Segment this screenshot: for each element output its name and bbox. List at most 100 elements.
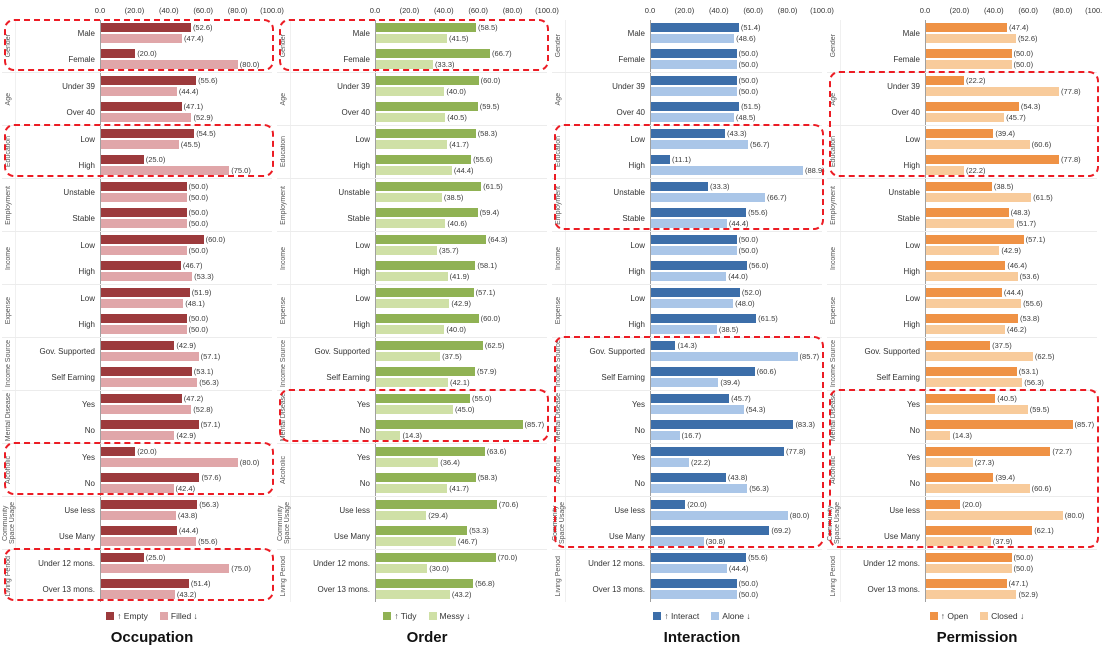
bar-pair: (51.4) (43.2) bbox=[100, 576, 272, 602]
category-label: No bbox=[84, 425, 95, 435]
group-label: Age bbox=[555, 92, 562, 106]
group-label-cell: Income bbox=[277, 232, 291, 284]
bar-primary bbox=[101, 553, 144, 562]
bar-secondary bbox=[101, 484, 174, 493]
value-label: (52.0) bbox=[741, 287, 762, 297]
category-label: Under 39 bbox=[887, 81, 920, 91]
bar-primary bbox=[926, 473, 994, 482]
category-label: No bbox=[359, 478, 370, 488]
axis-tick: (60.0) bbox=[193, 6, 213, 15]
bar-line-primary: (63.6) bbox=[376, 447, 547, 456]
bar-line-secondary: (37.9) bbox=[926, 537, 1097, 546]
group-label: Mental Disease bbox=[5, 392, 12, 442]
bar-secondary bbox=[376, 193, 442, 202]
bar-secondary bbox=[376, 246, 438, 255]
bar-line-primary: (55.6) bbox=[651, 553, 822, 562]
group-rows: Yes (20.0) (80.0) No (57.6) (42.4) bbox=[16, 444, 272, 496]
bar-pair: (20.0) (80.0) bbox=[100, 46, 272, 72]
category-group: Income Source Gov. Supported (37.5) (62.5) S… bbox=[827, 337, 1097, 390]
bar-secondary bbox=[926, 272, 1018, 281]
panel-title: Interaction bbox=[663, 629, 741, 646]
bar-primary bbox=[376, 23, 477, 32]
axis-tick: (20.0) bbox=[949, 6, 970, 15]
value-label: (83.3) bbox=[795, 419, 816, 429]
bar-pair: (20.0) (80.0) bbox=[650, 497, 822, 523]
bar-primary bbox=[926, 367, 1017, 376]
value-label: (53.3) bbox=[469, 525, 489, 535]
group-rows: Use less (56.3) (43.8) Use Many (44.4) (55.6) bbox=[16, 497, 272, 549]
category-label: Under 12 mons. bbox=[863, 558, 920, 568]
bar-line-secondary: (55.6) bbox=[101, 537, 272, 546]
group-rows: Under 12 mons. (25.0) (75.0) Over 13 mons. (… bbox=[16, 550, 272, 602]
value-label: (50.0) bbox=[188, 181, 209, 191]
group-label: Income bbox=[280, 246, 287, 270]
plot-area: Gender Male (51.4) (48.6) Female (50.0) (50.0)… bbox=[552, 20, 825, 602]
category-group: Education Low (39.4) (60.6) High (77.8) (22.2) bbox=[827, 125, 1097, 178]
bar-secondary bbox=[376, 590, 450, 599]
bar-primary bbox=[101, 208, 187, 217]
bar-pair: (42.9) (57.1) bbox=[100, 338, 272, 364]
value-label: (56.0) bbox=[748, 260, 769, 270]
bar-secondary bbox=[101, 431, 175, 440]
value-label: (42.9) bbox=[176, 340, 196, 350]
bar-primary bbox=[101, 500, 198, 509]
group-label-cell: Alcoholic bbox=[2, 444, 16, 496]
bar-line-secondary: (40.0) bbox=[376, 87, 547, 96]
group-label: Age bbox=[280, 92, 287, 106]
bar-line-primary: (50.0) bbox=[101, 182, 272, 191]
bar-secondary bbox=[101, 405, 192, 414]
bar-primary bbox=[926, 553, 1012, 562]
bar-row: No (85.7) (14.3) bbox=[291, 417, 547, 443]
bar-pair: (51.5) (48.5) bbox=[650, 99, 822, 125]
bar-secondary bbox=[926, 352, 1033, 361]
axis-tick: (100.0) bbox=[535, 6, 559, 15]
value-label: (75.0) bbox=[231, 563, 251, 573]
category-label: Unstable bbox=[338, 187, 370, 197]
bar-pair: (77.8) (22.2) bbox=[650, 444, 822, 470]
bar-line-secondary: (80.0) bbox=[926, 511, 1097, 520]
bar-primary bbox=[376, 553, 496, 562]
bar-row: Low (43.3) (56.7) bbox=[566, 126, 822, 152]
value-label: (50.0) bbox=[188, 218, 209, 228]
value-label: (56.7) bbox=[749, 139, 770, 149]
bar-primary bbox=[651, 526, 770, 535]
value-label: (57.1) bbox=[200, 419, 221, 429]
value-label: (42.1) bbox=[449, 377, 470, 387]
value-label: (30.8) bbox=[705, 536, 726, 546]
bar-secondary bbox=[926, 325, 1005, 334]
value-label: (42.9) bbox=[176, 430, 196, 440]
bar-line-primary: (50.0) bbox=[926, 553, 1097, 562]
value-label: (39.4) bbox=[995, 128, 1015, 138]
value-label: (47.4) bbox=[184, 33, 204, 43]
category-label: Male bbox=[902, 28, 920, 38]
bar-line-primary: (58.1) bbox=[376, 261, 547, 270]
category-label: Over 40 bbox=[341, 107, 370, 117]
bar-secondary bbox=[101, 458, 238, 467]
category-group: Employment Unstable (50.0) (50.0) Stable (50.… bbox=[2, 178, 272, 231]
bar-line-secondary: (42.4) bbox=[101, 484, 272, 493]
value-label: (43.8) bbox=[727, 472, 748, 482]
category-group: Income Low (60.0) (50.0) High (46.7) (53.3) bbox=[2, 231, 272, 284]
bar-line-primary: (57.9) bbox=[376, 367, 547, 376]
group-label-cell: Education bbox=[552, 126, 566, 178]
category-label: No bbox=[909, 478, 920, 488]
bar-pair: (61.5) (38.5) bbox=[650, 311, 822, 337]
bar-line-secondary: (59.5) bbox=[926, 405, 1097, 414]
bar-row: Use less (20.0) (80.0) bbox=[566, 497, 822, 523]
category-label: Over 40 bbox=[616, 107, 645, 117]
category-label: Low bbox=[80, 240, 95, 250]
value-label: (52.9) bbox=[1018, 589, 1039, 599]
group-label-cell: Mental Disease bbox=[2, 391, 16, 443]
bar-line-primary: (46.4) bbox=[926, 261, 1097, 270]
bar-line-secondary: (44.4) bbox=[651, 219, 822, 228]
bar-pair: (33.3) (66.7) bbox=[650, 179, 822, 205]
bar-primary bbox=[101, 367, 192, 376]
value-label: (80.0) bbox=[239, 59, 260, 69]
bar-primary bbox=[101, 341, 175, 350]
bar-line-secondary: (40.6) bbox=[376, 219, 547, 228]
group-label-cell: Employment bbox=[552, 179, 566, 231]
axis-tick: (80.0) bbox=[227, 6, 248, 15]
bar-secondary bbox=[101, 564, 230, 573]
bar-pair: (50.0) (50.0) bbox=[925, 550, 1097, 576]
bar-line-primary: (58.3) bbox=[376, 473, 547, 482]
